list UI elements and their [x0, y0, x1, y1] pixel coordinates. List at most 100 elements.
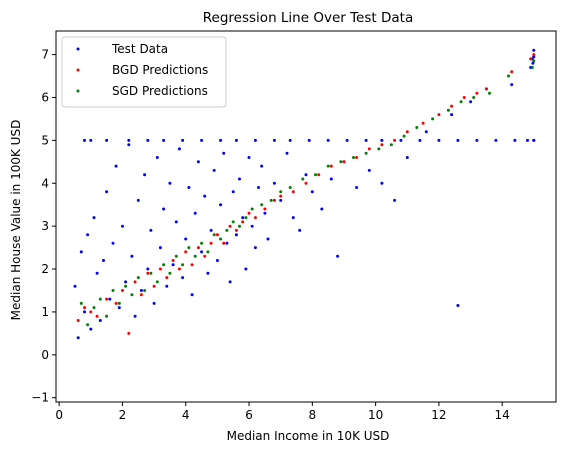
point-test-data [234, 138, 238, 142]
point-test-data [234, 233, 238, 237]
point-test-data [266, 237, 270, 241]
x-tick-label: 0 [55, 408, 63, 422]
point-sgd-predictions [117, 301, 121, 305]
point-bgd-predictions [133, 280, 137, 284]
legend-box [61, 36, 227, 108]
point-test-data [200, 138, 204, 142]
point-test-data [231, 190, 235, 194]
point-test-data [329, 177, 333, 181]
point-test-data [424, 130, 428, 134]
chart-title: Regression Line Over Test Data [203, 10, 413, 26]
point-sgd-predictions [193, 254, 197, 258]
x-tick-label: 6 [245, 408, 253, 422]
point-test-data [136, 198, 140, 202]
legend-label: Test Data [111, 42, 168, 56]
legend-label: SGD Predictions [112, 84, 208, 98]
point-test-data [152, 301, 156, 305]
point-test-data [437, 138, 441, 142]
legend: Test Data BGD Predictions SGD Predictions [61, 36, 227, 108]
point-test-data [108, 297, 112, 301]
point-test-data [203, 194, 207, 198]
point-bgd-predictions [355, 156, 359, 159]
y-tick-label: −1 [31, 391, 49, 405]
point-test-data [177, 147, 181, 151]
point-test-data [364, 138, 368, 142]
point-test-data [393, 198, 397, 202]
y-axis-label: Median House Value in 100K USD [9, 120, 23, 321]
point-test-data [225, 241, 229, 245]
point-test-data [260, 164, 264, 168]
point-test-data [117, 306, 121, 310]
point-bgd-predictions [177, 267, 181, 271]
point-test-data [86, 233, 90, 237]
point-test-data [291, 216, 295, 220]
point-bgd-predictions [263, 207, 267, 211]
x-axis-ticks: 0 2 4 6 8 10 12 14 [55, 402, 510, 422]
point-sgd-predictions [269, 198, 273, 202]
point-bgd-predictions [76, 319, 80, 322]
point-test-data [190, 293, 194, 297]
point-bgd-predictions [146, 271, 150, 275]
point-test-data [513, 138, 517, 142]
y-tick-label: 3 [41, 219, 49, 233]
point-bgd-predictions [437, 113, 441, 117]
point-bgd-predictions [89, 310, 93, 314]
point-test-data [345, 138, 349, 142]
point-sgd-predictions [79, 301, 83, 305]
point-sgd-predictions [431, 117, 435, 121]
point-sgd-predictions [446, 108, 450, 112]
point-test-data [298, 228, 302, 232]
point-test-data [532, 55, 536, 59]
point-test-data [367, 168, 371, 172]
point-bgd-predictions [158, 267, 162, 271]
point-sgd-predictions [389, 143, 393, 147]
point-test-data [200, 250, 204, 254]
point-sgd-predictions [124, 284, 128, 288]
point-test-data [184, 237, 188, 241]
point-test-data [355, 186, 359, 189]
point-test-data [174, 220, 178, 224]
point-bgd-predictions [228, 224, 232, 228]
point-sgd-predictions [162, 263, 166, 267]
point-sgd-predictions [459, 100, 463, 104]
point-bgd-predictions [329, 164, 333, 168]
point-test-data [510, 83, 514, 87]
point-test-data [219, 138, 223, 142]
point-test-data [76, 336, 80, 340]
point-bgd-predictions [222, 241, 226, 245]
point-test-data [380, 138, 384, 142]
point-test-data [250, 224, 254, 228]
point-bgd-predictions [450, 104, 454, 108]
point-test-data [83, 138, 86, 142]
point-test-data [228, 280, 232, 284]
point-sgd-predictions [339, 160, 343, 164]
x-tick-label: 2 [119, 408, 127, 422]
point-test-data [89, 327, 93, 331]
point-sgd-predictions [472, 96, 476, 99]
point-bgd-predictions [253, 216, 257, 220]
point-sgd-predictions [200, 241, 204, 245]
point-bgd-predictions [190, 263, 194, 267]
point-test-data [532, 48, 536, 52]
point-test-data [181, 138, 185, 142]
point-bgd-predictions [209, 241, 213, 245]
point-sgd-predictions [238, 224, 241, 228]
point-test-data [111, 241, 115, 245]
point-test-data [310, 190, 314, 194]
y-tick-label: 7 [41, 48, 49, 62]
point-test-data [247, 156, 251, 159]
point-test-data [238, 177, 241, 181]
point-test-data [193, 211, 197, 215]
point-bgd-predictions [196, 246, 200, 250]
point-bgd-predictions [317, 173, 321, 177]
point-bgd-predictions [367, 147, 371, 151]
point-bgd-predictions [304, 181, 308, 185]
plot-frame [55, 30, 557, 403]
point-test-data [79, 250, 83, 254]
point-test-data [532, 138, 536, 142]
point-bgd-predictions [165, 276, 169, 280]
point-bgd-predictions [484, 87, 488, 91]
x-tick-label: 10 [368, 408, 383, 422]
legend-marker [76, 47, 80, 51]
point-bgd-predictions [114, 301, 118, 305]
